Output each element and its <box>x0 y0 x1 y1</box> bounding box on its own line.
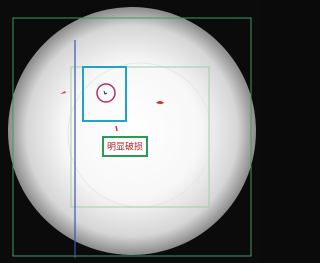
page: {"annotation": {"label": "明显破损"}} 明显破损 (… <box>0 0 261 263</box>
tick <box>116 126 117 131</box>
inspection-image: 明显破损 <box>0 0 261 263</box>
defect-label: 明显破损 <box>107 141 143 153</box>
lens-surface <box>8 7 256 255</box>
